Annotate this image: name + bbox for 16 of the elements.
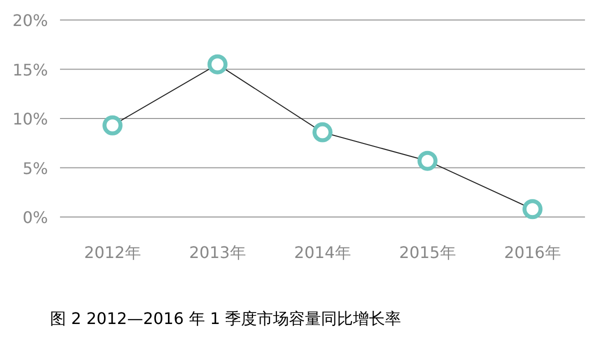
y-tick-label: 0%	[22, 208, 48, 227]
point	[102, 115, 122, 136]
x-tick-label: 2014年	[294, 243, 351, 262]
point	[418, 150, 438, 171]
point	[522, 199, 542, 220]
y-tick-label: 15%	[12, 60, 48, 80]
text: 图 2 2012—2016 年 1 季度市场容量同比增长率	[50, 309, 402, 328]
point	[208, 54, 228, 74]
y-tick-label: 10%	[12, 110, 48, 128]
x-tick-label: 2016年	[504, 243, 561, 262]
x-tick-label: 2015年	[399, 243, 456, 262]
y-tick-label: 20%	[12, 11, 48, 30]
y-tick-label: 5%	[22, 158, 48, 178]
x-tick-label: 2013年	[189, 243, 246, 262]
point	[312, 122, 332, 142]
x-tick-label: 2012年	[84, 243, 141, 262]
